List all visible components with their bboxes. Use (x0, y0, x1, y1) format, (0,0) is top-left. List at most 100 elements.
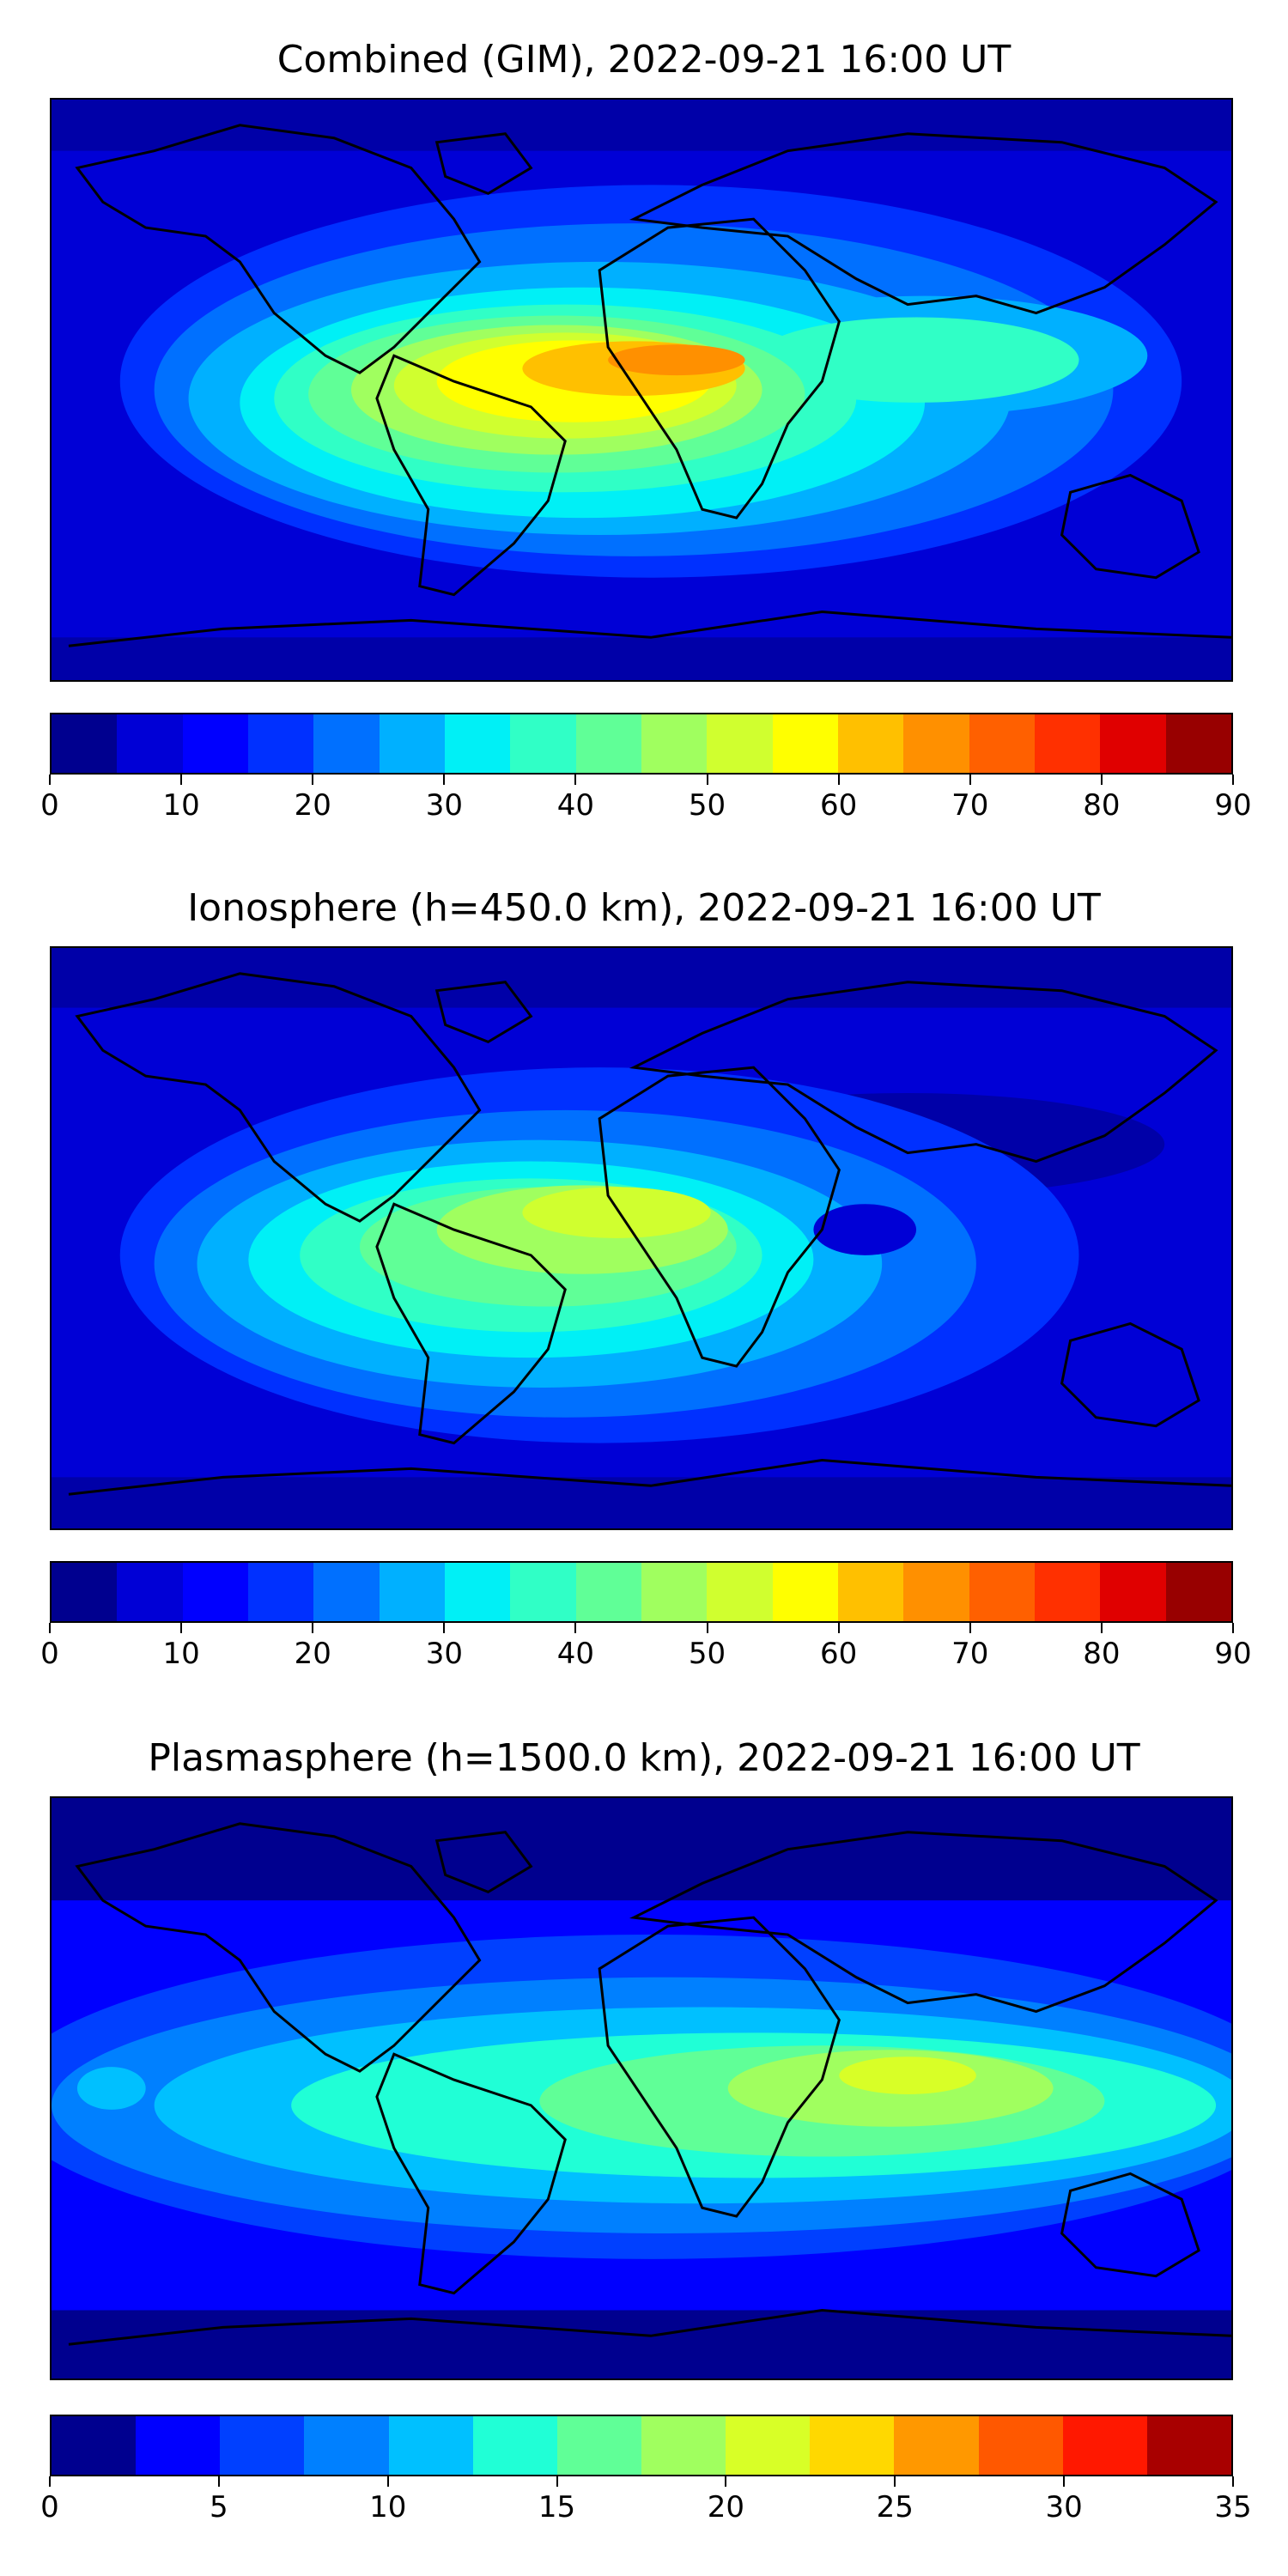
colorbar-tick-label: 10 (162, 788, 200, 823)
colorbar-segment (182, 1563, 248, 1621)
colorbar-segment (556, 2416, 641, 2475)
colorbar-tick (894, 2476, 896, 2487)
colorbar-tick-label: 60 (820, 1637, 858, 1671)
colorbar-tick-label: 30 (425, 788, 463, 823)
colorbar-segment (837, 1563, 904, 1621)
panel-3-map (50, 1796, 1233, 2380)
colorbar-segment (1165, 1563, 1231, 1621)
colorbar-tick (180, 775, 183, 785)
colorbar-tick (312, 1623, 314, 1633)
colorbar-tick (706, 1623, 708, 1633)
colorbar-tick-label: 90 (1214, 788, 1252, 823)
colorbar-tick (1232, 2476, 1234, 2487)
colorbar-segment (247, 714, 314, 773)
panel-3-title: Plasmasphere (h=1500.0 km), 2022-09-21 1… (148, 1736, 1140, 1780)
colorbar-tick-label: 80 (1083, 788, 1121, 823)
colorbar-tick-label: 5 (210, 2490, 228, 2524)
colorbar-segment (894, 2416, 979, 2475)
colorbar-segment (52, 2416, 137, 2475)
colorbar-tick (443, 1623, 446, 1633)
colorbar-segment (117, 1563, 183, 1621)
colorbar-tick-label: 70 (951, 788, 989, 823)
panel-1-coastlines (68, 124, 1231, 647)
colorbar-tick-label: 30 (425, 1637, 463, 1671)
colorbar-tick (556, 2476, 558, 2487)
colorbar-segment (575, 714, 641, 773)
colorbar-tick-label: 15 (538, 2490, 576, 2524)
colorbar-tick-label: 50 (688, 788, 726, 823)
colorbar-segment (1034, 1563, 1101, 1621)
colorbar-tick (574, 1623, 577, 1633)
colorbar-tick-label: 50 (688, 1637, 726, 1671)
colorbar-segment (510, 1563, 576, 1621)
colorbar-tick-label: 20 (294, 1637, 331, 1671)
colorbar-segment (641, 2416, 726, 2475)
colorbar-segment (969, 1563, 1035, 1621)
colorbar-segment (313, 714, 380, 773)
colorbar-segment (1062, 2416, 1147, 2475)
colorbar-segment (444, 714, 511, 773)
colorbar-tick (1232, 1623, 1234, 1633)
colorbar-segment (641, 714, 708, 773)
colorbar-tick (1232, 775, 1234, 785)
colorbar-tick-label: 40 (556, 1637, 595, 1671)
colorbar-tick-label: 90 (1214, 1637, 1252, 1671)
colorbar-tick-label: 60 (820, 788, 858, 823)
colorbar-tick (49, 1623, 51, 1633)
colorbar-tick-label: 10 (162, 1637, 200, 1671)
colorbar-segment (388, 2416, 473, 2475)
colorbar-segment (810, 2416, 895, 2475)
colorbar-tick (574, 775, 577, 785)
colorbar-tick (49, 775, 51, 785)
colorbar-segment (707, 714, 773, 773)
colorbar-segment (52, 1563, 118, 1621)
colorbar-tick (1100, 775, 1103, 785)
colorbar-segment (247, 1563, 314, 1621)
colorbar-tick-label: 30 (1045, 2490, 1083, 2524)
colorbar-segment (117, 714, 183, 773)
panel-2-colorbar (50, 1561, 1233, 1623)
colorbar-segment (182, 714, 248, 773)
panel-2-colorbar-ticks: 0 10 20 30 40 50 60 70 80 90 (40, 1623, 1252, 1674)
panel-1-tec-contours (52, 100, 1231, 680)
colorbar-segment (772, 714, 838, 773)
colorbar-tick (706, 775, 708, 785)
colorbar-tick (443, 775, 446, 785)
colorbar-segment (136, 2416, 221, 2475)
colorbar-segment (220, 2416, 305, 2475)
colorbar-tick (386, 2476, 389, 2487)
colorbar-segment (575, 1563, 641, 1621)
colorbar-segment (903, 1563, 969, 1621)
panel-1-title: Combined (GIM), 2022-09-21 16:00 UT (276, 38, 1012, 82)
colorbar-segment (978, 2416, 1063, 2475)
colorbar-segment (1100, 714, 1166, 773)
colorbar-tick-label: 0 (40, 788, 59, 823)
panel-3-colorbar-ticks: 0 5 10 15 20 25 30 35 (40, 2476, 1252, 2528)
colorbar-segment (903, 714, 969, 773)
colorbar-tick-label: 40 (556, 788, 595, 823)
colorbar-segment (772, 1563, 838, 1621)
colorbar-segment (379, 1563, 445, 1621)
colorbar-segment (726, 2416, 811, 2475)
colorbar-tick (1100, 1623, 1103, 1633)
colorbar-tick-label: 35 (1214, 2490, 1252, 2524)
colorbar-segment (510, 714, 576, 773)
colorbar-tick-label: 20 (294, 788, 331, 823)
panel-3-coastlines (68, 1822, 1231, 2346)
panel-1-colorbar-ticks: 0 10 20 30 40 50 60 70 80 90 (40, 775, 1252, 826)
colorbar-tick-label: 25 (876, 2490, 914, 2524)
colorbar-tick (217, 2476, 220, 2487)
colorbar-segment (52, 714, 118, 773)
colorbar-tick-label: 10 (369, 2490, 407, 2524)
colorbar-segment (641, 1563, 708, 1621)
colorbar-segment (444, 1563, 511, 1621)
colorbar-tick (837, 775, 840, 785)
colorbar-segment (1146, 2416, 1231, 2475)
colorbar-segment (1165, 714, 1231, 773)
colorbar-segment (1100, 1563, 1166, 1621)
colorbar-tick (180, 1623, 183, 1633)
colorbar-segment (707, 1563, 773, 1621)
panel-2-coastlines (68, 972, 1231, 1496)
panel-3-colorbar (50, 2415, 1233, 2476)
colorbar-tick-label: 70 (951, 1637, 989, 1671)
